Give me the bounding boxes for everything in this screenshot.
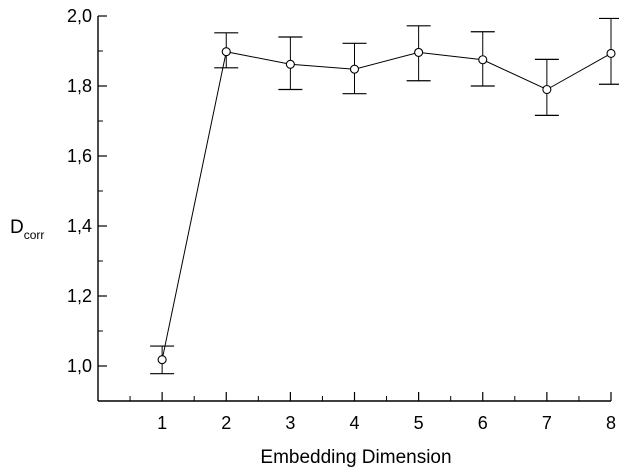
series-line-group — [161, 51, 612, 360]
y-tick-label: 1,6 — [67, 146, 92, 166]
x-tick-label: 3 — [285, 413, 295, 433]
x-tick-label: 5 — [414, 413, 424, 433]
y-tick-label: 1,4 — [67, 216, 92, 236]
y-tick-label: 1,8 — [67, 76, 92, 96]
x-tick-label: 6 — [478, 413, 488, 433]
x-tick-label: 7 — [542, 413, 552, 433]
y-axis-ticks: 1,0 1,2 1,4 1,6 1,8 2,0 — [67, 6, 107, 402]
y-axis-label-subscript: corr — [24, 228, 45, 242]
error-bars — [150, 17, 619, 375]
data-point — [285, 59, 295, 69]
x-tick-label: 2 — [221, 413, 231, 433]
y-tick-label: 1,0 — [67, 356, 92, 376]
x-tick-label: 4 — [349, 413, 359, 433]
x-tick-label: 8 — [606, 413, 616, 433]
y-tick-label: 1,2 — [67, 286, 92, 306]
data-point — [478, 55, 488, 65]
data-point — [606, 48, 616, 59]
y-axis-label: Dcorr — [10, 217, 44, 242]
data-points — [157, 47, 616, 365]
data-point — [414, 47, 424, 57]
data-point — [542, 84, 552, 95]
x-axis-ticks: 1 2 3 4 5 6 7 8 — [129, 392, 616, 433]
data-point — [221, 47, 231, 57]
x-axis-label: Embedding Dimension — [260, 447, 451, 468]
x-tick-label: 1 — [157, 413, 167, 433]
y-tick-label: 2,0 — [67, 6, 92, 26]
series-line — [161, 51, 612, 360]
data-point — [157, 355, 167, 365]
y-axis-label-main: D — [10, 217, 24, 238]
data-point — [349, 64, 360, 74]
